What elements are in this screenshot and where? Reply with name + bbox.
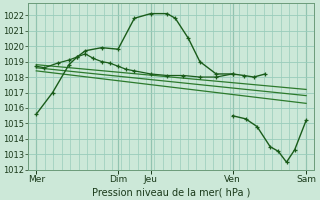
X-axis label: Pression niveau de la mer( hPa ): Pression niveau de la mer( hPa ) — [92, 187, 250, 197]
